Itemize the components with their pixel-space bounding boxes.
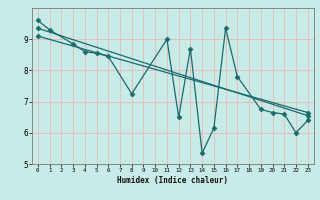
X-axis label: Humidex (Indice chaleur): Humidex (Indice chaleur) <box>117 176 228 185</box>
